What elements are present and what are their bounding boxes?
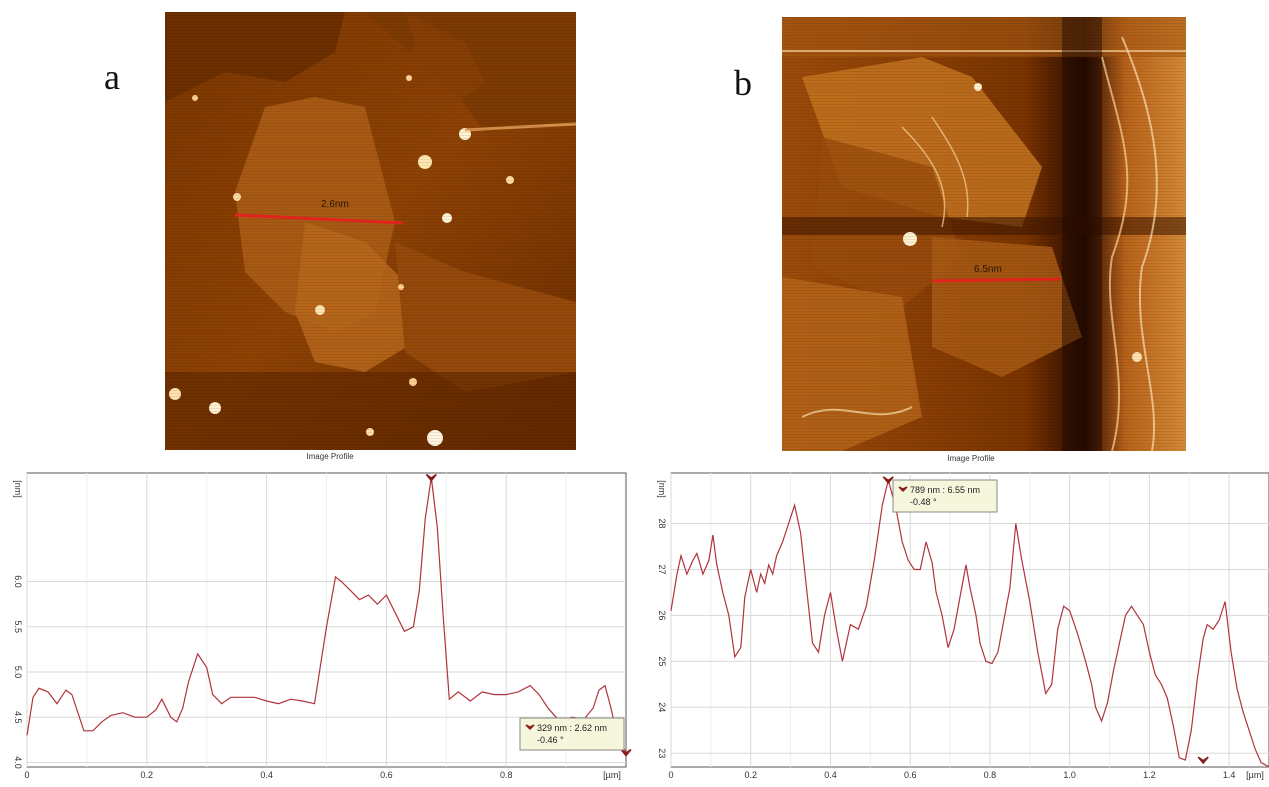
x-tick-label: 1.2 (1143, 770, 1156, 780)
y-tick-label: 24 (657, 702, 667, 712)
y-tick-label: 27 (657, 564, 667, 574)
y-tick-label: 23 (657, 748, 667, 758)
profile-line (670, 479, 1269, 768)
x-tick-label: 0.2 (141, 770, 154, 780)
panel-label-b: b (734, 63, 752, 103)
chevron-icon (898, 486, 908, 493)
y-tick-label: 26 (657, 610, 667, 620)
chevron-icon (525, 724, 535, 731)
callout-box (519, 717, 625, 751)
x-tick-label: 0.8 (500, 770, 513, 780)
panel-label-a: a (104, 57, 120, 97)
callout-line-1: 789 nm : 6.55 nm (910, 485, 980, 495)
callout-line-1: 329 nm : 2.62 nm (537, 723, 607, 733)
chevron-marker-icon[interactable] (620, 748, 632, 757)
scan-annotation-a: 2.6nm (321, 199, 349, 210)
afm-image-a: 2.6nm (165, 12, 576, 450)
x-tick-label: 0 (668, 770, 673, 780)
chevron-marker-icon[interactable] (1197, 756, 1209, 765)
chevron-marker-icon[interactable] (882, 476, 894, 485)
scan-line-a (234, 213, 404, 225)
x-tick-label: 0.2 (744, 770, 757, 780)
x-tick-label: 1.4 (1223, 770, 1236, 780)
scan-line-b (931, 277, 1061, 283)
callout-line-2: -0.46 ° (537, 735, 564, 745)
x-tick-label: 0.4 (260, 770, 273, 780)
x-tick-label: 0.4 (824, 770, 837, 780)
y-tick-label: 5.0 (13, 666, 23, 679)
x-tick-label: 1.0 (1063, 770, 1076, 780)
y-tick-label: 6.0 (13, 575, 23, 588)
y-tick-label: 28 (657, 519, 667, 529)
x-tick-label: 0.8 (984, 770, 997, 780)
x-tick-label: 0 (24, 770, 29, 780)
x-tick-label: 0.6 (380, 770, 393, 780)
x-axis-label: [µm] (1246, 770, 1264, 780)
chevron-marker-icon[interactable] (425, 473, 437, 482)
profile-line (26, 477, 627, 753)
y-tick-label: 25 (657, 656, 667, 666)
y-tick-label: 4.5 (13, 711, 23, 724)
plot-area (670, 472, 1269, 768)
y-tick-label: 5.5 (13, 621, 23, 634)
x-axis-label: [µm] (603, 770, 621, 780)
y-tick-label: 4.0 (13, 756, 23, 769)
y-axis-label: [nm] (13, 480, 23, 498)
y-axis-label: [nm] (657, 480, 667, 498)
scan-annotation-b: 6.5nm (974, 264, 1002, 275)
profile-chart-a: 0 0.2 0.4 0.6 0.8 4.0 4.5 5.0 5.5 6.0 [nm] [µm] 329 … (13, 472, 632, 780)
image-caption-b: Image Profile (947, 454, 995, 463)
profile-chart-b: 0 0.2 0.4 0.6 0.8 1.0 1.2 1.4 23 24 25 26 27 28 [nm] [µ… (657, 472, 1269, 780)
callout-box (892, 479, 998, 513)
callout-line-2: -0.48 ° (910, 497, 937, 507)
image-caption-a: Image Profile (306, 452, 354, 461)
x-tick-label: 0.6 (904, 770, 917, 780)
afm-image-b: 6.5nm (782, 17, 1186, 451)
